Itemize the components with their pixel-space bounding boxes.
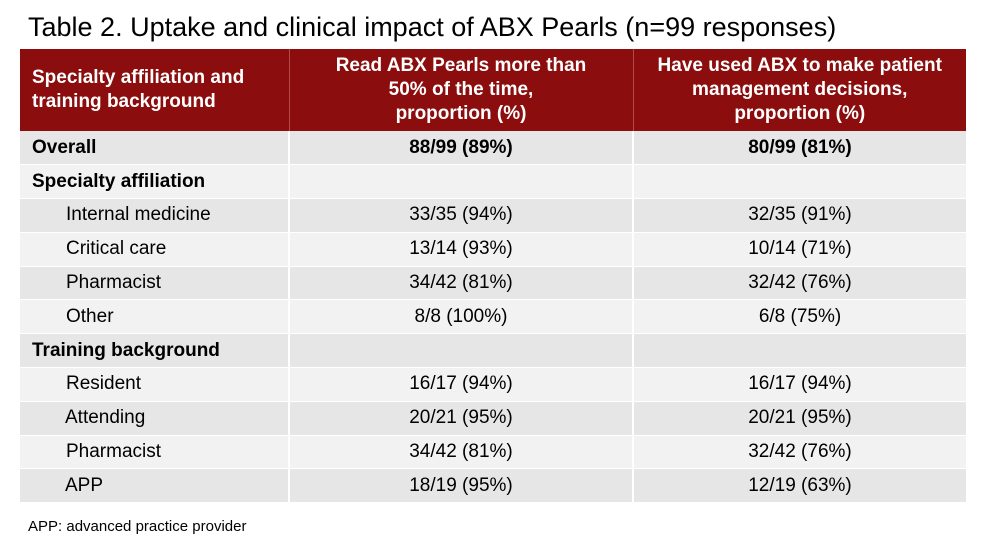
header-read-pearls: Read ABX Pearls more than 50% of the tim… [289, 49, 634, 131]
used-value: 32/42 (76%) [633, 435, 966, 470]
used-value: 10/14 (71%) [633, 232, 966, 267]
header-text-line: proportion (%) [395, 103, 527, 124]
used-value: 32/35 (91%) [633, 198, 966, 233]
read-value: 34/42 (81%) [289, 435, 634, 470]
data-table: Specialty affiliation and training backg… [20, 49, 966, 504]
row-label: Overall [20, 131, 290, 166]
row-label: Resident [20, 367, 290, 402]
row-label: Critical care [20, 232, 290, 267]
table-row: APP 18/19 (95%) 12/19 (63%) [20, 468, 966, 504]
table-title: Table 2. Uptake and clinical impact of A… [28, 12, 837, 42]
table-row: Attending 20/21 (95%) 20/21 (95%) [20, 401, 966, 436]
row-label: Attending [20, 401, 290, 436]
read-value: 18/19 (95%) [289, 468, 634, 504]
header-text-line: 50% of the time, [388, 79, 534, 100]
read-value [289, 164, 634, 200]
table-row: Pharmacist 34/42 (81%) 32/42 (76%) [20, 266, 966, 301]
header-text-line: management decisions, [692, 79, 908, 100]
row-label: Other [20, 299, 290, 335]
table-row: Critical care 13/14 (93%) 10/14 (71%) [20, 232, 966, 267]
table-row: Pharmacist 34/42 (81%) 32/42 (76%) [20, 435, 966, 470]
table-row: Resident 16/17 (94%) 16/17 (94%) [20, 367, 966, 402]
header-used-abx: Have used ABX to make patient management… [633, 49, 966, 131]
read-value: 16/17 (94%) [289, 367, 634, 402]
read-value: 34/42 (81%) [289, 266, 634, 301]
table-row-section-training: Training background [20, 333, 966, 369]
section-label: Training background [20, 333, 290, 369]
table-row-overall: Overall 88/99 (89%) 80/99 (81%) [20, 131, 966, 166]
footnote: APP: advanced practice provider [28, 518, 247, 535]
read-value: 8/8 (100%) [289, 299, 634, 335]
read-value: 88/99 (89%) [289, 131, 634, 166]
table-row: Internal medicine 33/35 (94%) 32/35 (91%… [20, 198, 966, 233]
read-value: 13/14 (93%) [289, 232, 634, 267]
table-row-section-specialty: Specialty affiliation [20, 164, 966, 200]
header-row: Specialty affiliation and training backg… [20, 49, 966, 131]
read-value [289, 333, 634, 369]
used-value: 32/42 (76%) [633, 266, 966, 301]
read-value: 20/21 (95%) [289, 401, 634, 436]
header-text-line: Specialty affiliation and [32, 67, 245, 88]
header-text-line: proportion (%) [734, 103, 866, 124]
used-value [633, 164, 966, 200]
header-text-line: Read ABX Pearls more than [335, 55, 587, 76]
table-row: Other 8/8 (100%) 6/8 (75%) [20, 299, 966, 335]
used-value [633, 333, 966, 369]
row-label: Pharmacist [20, 435, 290, 470]
used-value: 12/19 (63%) [633, 468, 966, 504]
header-text-line: training background [32, 91, 216, 112]
header-text-line: Have used ABX to make patient [657, 55, 942, 76]
row-label: APP [20, 468, 290, 504]
used-value: 20/21 (95%) [633, 401, 966, 436]
row-label: Internal medicine [20, 198, 290, 233]
row-label: Pharmacist [20, 266, 290, 301]
used-value: 6/8 (75%) [633, 299, 966, 335]
header-specialty-training: Specialty affiliation and training backg… [20, 49, 290, 131]
used-value: 16/17 (94%) [633, 367, 966, 402]
read-value: 33/35 (94%) [289, 198, 634, 233]
used-value: 80/99 (81%) [633, 131, 966, 166]
section-label: Specialty affiliation [20, 164, 290, 200]
